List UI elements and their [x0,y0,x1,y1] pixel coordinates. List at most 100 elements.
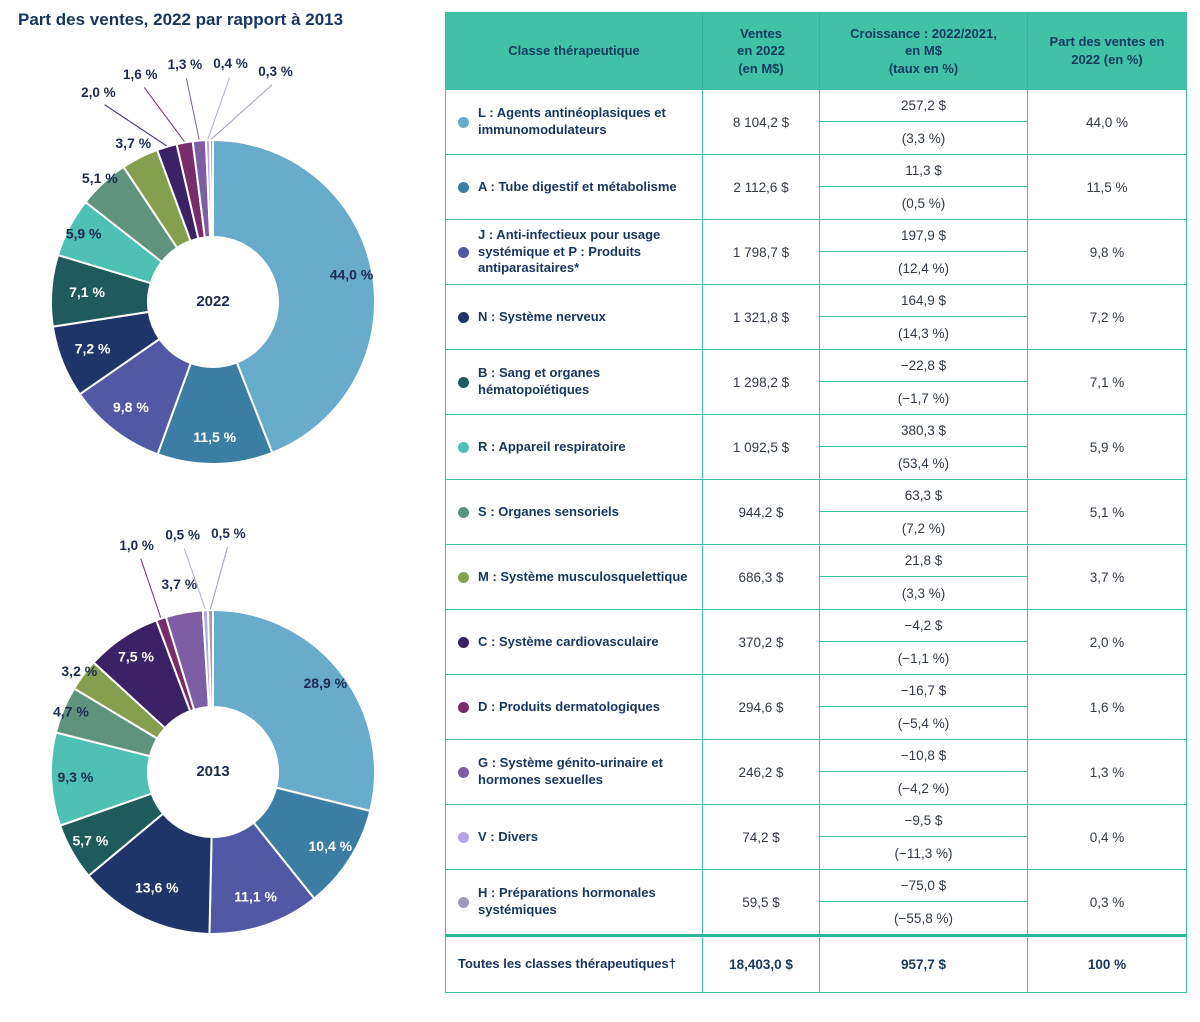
slice-label-L: 28,9 % [304,675,348,691]
ventes-value: 294,6 $ [703,675,820,739]
class-color-dot [458,116,469,128]
table-row: N : Système nerveux 1 321,8 $ 164,9 $ (1… [446,284,1186,349]
class-label: C : Système cardiovasculaire [478,633,659,649]
slice-label-S: 4,7 % [53,704,89,720]
leader-line-G [185,78,200,140]
ventes-value: 59,5 $ [703,870,820,934]
part-value: 44,0 % [1085,114,1129,130]
ventes-value: 1 092,5 $ [703,415,820,479]
center-year-label: 2022 [196,293,229,310]
slice-label-N: 13,6 % [135,880,179,896]
croissance-taux: (12,4 %) [897,260,950,276]
croissance-cell: −75,0 $ (−55,8 %) [820,870,1028,934]
leader-line-H [209,547,228,610]
page-title: Part des ventes, 2022 par rapport à 2013 [18,10,344,29]
part-value: 7,1 % [1089,374,1125,390]
croissance-cell: −10,8 $ (−4,2 %) [820,740,1028,804]
ventes-value: 686,3 $ [703,545,820,609]
class-label: S : Organes sensoriels [478,503,619,519]
class-color-dot [458,506,469,518]
slice-L [212,609,376,813]
class-label: M : Système musculosquelettique [478,568,688,584]
slice-label-M: 3,2 % [61,663,97,679]
donut-svg-2013: 28,9 % 10,4 % 11,1 % 13,6 % 5,7 % 9,3 % 4,7 % 3… [50,526,376,935]
ventes-value: 370,2 $ [703,610,820,674]
croissance-taux: (7,2 %) [901,520,946,536]
croissance-cell: 21,8 $ (3,3 %) [820,545,1028,609]
class-color-dot [458,571,469,583]
slice-label-H: 0,3 % [258,64,293,79]
croissance-value: 11,3 $ [820,155,1027,187]
table-row: B : Sang et organes hématopoïétiques 1 2… [446,349,1186,414]
class-color-dot [458,181,469,193]
croissance-cell: 257,2 $ (3,3 %) [820,90,1028,154]
slice-label-J: 11,1 % [234,889,277,905]
ventes-value: 1 321,8 $ [703,285,820,349]
croissance-value: 197,9 $ [820,220,1027,252]
footer-croissance-value: 957,7 $ [820,937,1028,992]
croissance-cell: 11,3 $ (0,5 %) [820,155,1028,219]
table-row: V : Divers 74,2 $ −9,5 $ (−11,3 %) 0,4 % [446,804,1186,869]
croissance-taux: (−11,3 %) [894,845,953,861]
table-row: D : Produits dermatologiques 294,6 $ −16… [446,674,1186,739]
class-label: J : Anti-infectieux pour usage systémiqu… [478,226,661,276]
class-color-dot [458,636,469,648]
footer-part-value: 100 % [1087,957,1127,972]
table-row: S : Organes sensoriels 944,2 $ 63,3 $ (7… [446,479,1186,544]
class-color-dot [458,376,469,388]
ventes-value: 1 798,7 $ [703,220,820,284]
table-body: L : Agents antinéoplasiques et immunomod… [446,89,1186,934]
center-year-label: 2013 [196,763,229,780]
part-value: 2,0 % [1089,634,1125,650]
header-ventes: Ventes en 2022 (en M$) [703,13,820,89]
header-croissance: Croissance : 2022/2021, en M$ (taux en %… [820,13,1028,89]
class-label: B : Sang et organes hématopoïétiques [478,365,601,397]
header-classe: Classe thérapeutique [446,13,703,89]
slice-label-S: 5,1 % [82,170,118,186]
leader-line-D [143,87,185,142]
croissance-taux: (−4,2 %) [897,780,950,796]
part-value: 5,9 % [1089,439,1125,455]
croissance-value: −9,5 $ [820,805,1027,837]
slice-A [156,361,274,465]
slice-label-D: 1,0 % [119,538,154,553]
croissance-taux: (−55,8 %) [894,910,953,926]
ventes-value: 1 298,2 $ [703,350,820,414]
slice-label-B: 7,1 % [69,284,105,300]
croissance-value: −4,2 $ [820,610,1027,642]
class-label: V : Divers [478,828,538,844]
slice-label-N: 7,2 % [75,341,111,357]
leader-line-C [104,104,167,147]
slice-H [208,139,214,239]
part-value: 1,3 % [1089,764,1125,780]
donut-chart-2013: 28,9 % 10,4 % 11,1 % 13,6 % 5,7 % 9,3 % 4,7 % 3… [0,500,445,982]
slice-label-C: 2,0 % [81,85,116,100]
part-value: 1,6 % [1089,699,1125,715]
croissance-cell: 380,3 $ (53,4 %) [820,415,1028,479]
croissance-taux: (3,3 %) [901,130,946,146]
table-row: A : Tube digestif et métabolisme 2 112,6… [446,154,1186,219]
class-label: L : Agents antinéoplasiques et immunomod… [478,105,666,137]
slice-N [87,812,213,935]
slice-label-A: 10,4 % [309,838,353,854]
croissance-value: −16,7 $ [820,675,1027,707]
croissance-taux: (0,5 %) [901,195,946,211]
croissance-value: 164,9 $ [820,285,1027,317]
footer-label: Toutes les classes thérapeutiques† [446,937,703,992]
class-label: R : Appareil respiratoire [478,438,626,454]
table-row: L : Agents antinéoplasiques et immunomod… [446,89,1186,154]
class-color-dot [458,701,469,713]
slice-label-C: 7,5 % [118,649,154,665]
slice-label-G: 1,3 % [168,57,203,72]
part-value: 5,1 % [1089,504,1125,520]
class-color-dot [458,896,469,908]
croissance-value: −22,8 $ [820,350,1027,382]
croissance-value: −10,8 $ [820,740,1027,772]
slice-label-A: 11,5 % [193,429,236,445]
donut-svg-2022: 44,0 % 11,5 % 9,8 % 7,2 % 7,1 % 5,9 % 5,1 % 3,7… [50,56,376,465]
part-value: 3,7 % [1089,569,1125,585]
sales-table: Classe thérapeutique Ventes en 2022 (en … [445,12,1187,993]
slice-label-V: 0,4 % [213,56,248,71]
